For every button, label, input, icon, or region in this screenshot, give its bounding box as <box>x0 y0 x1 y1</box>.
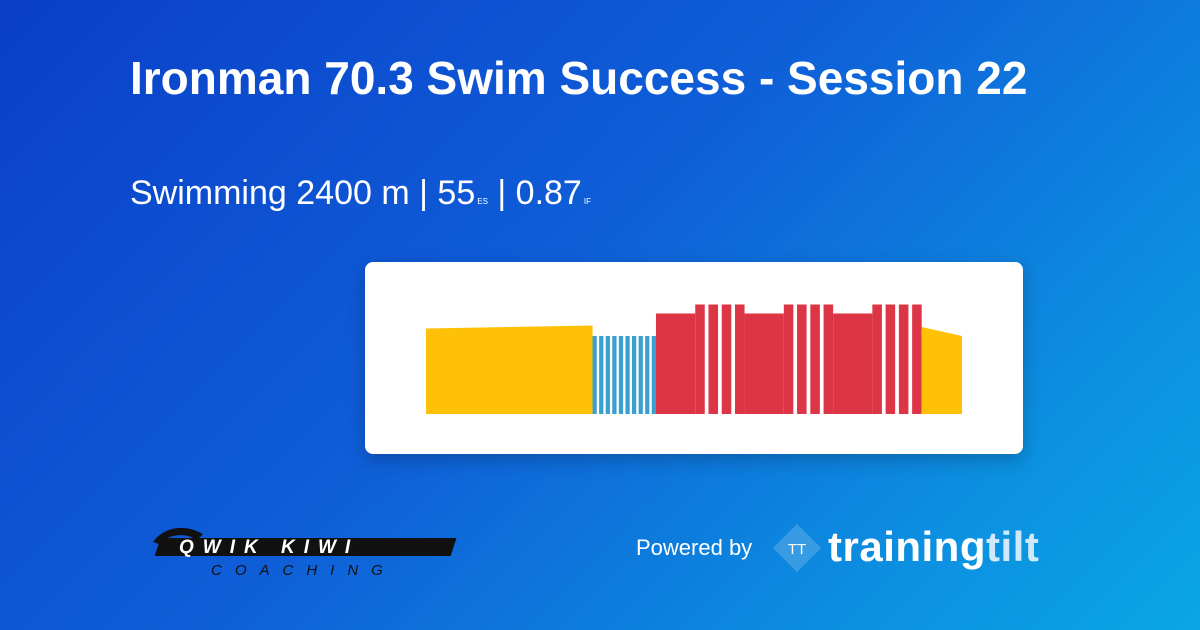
interval-bar-drill <box>618 336 624 414</box>
interval-bar-hard <box>898 304 909 414</box>
interval-bar-hard <box>833 313 873 414</box>
if-unit: IF <box>583 197 591 206</box>
es-value: 55 <box>437 174 476 212</box>
interval-bar-hard <box>721 304 732 414</box>
interval-bar-hard <box>823 304 834 414</box>
interval-bar-drill <box>645 336 650 414</box>
interval-bar-drill <box>592 336 597 414</box>
separator: | <box>497 174 507 212</box>
separator: | <box>419 174 428 212</box>
trainingtilt-logo[interactable]: trainingtilt <box>828 520 1039 574</box>
powered-by-label: Powered by <box>636 535 753 560</box>
kiwi-bird-icon <box>153 527 203 544</box>
workout-profile-card <box>365 262 1023 454</box>
logo-line1: QWIK KIWI <box>179 537 359 558</box>
interval-bar-hard <box>783 304 794 414</box>
logo-line2: COACHING <box>211 562 396 579</box>
interval-bar-warm <box>426 325 593 414</box>
interval-bar-hard <box>872 304 882 414</box>
workout-summary: Swimming 2400 m | 55 ES | 0.87 IF <box>130 170 591 225</box>
trainingtilt-diamond-icon: TT <box>773 524 821 572</box>
interval-bar-hard <box>695 304 705 414</box>
brand-word-tilt: tilt <box>986 523 1040 570</box>
brand-word-training: training <box>828 523 986 570</box>
workout-title: Ironman 70.3 Swim Success - Session 22 <box>130 52 1028 104</box>
workout-profile-chart <box>426 304 962 414</box>
interval-bar-warm <box>921 327 962 414</box>
es-unit: ES <box>477 197 488 206</box>
interval-bar-drill <box>631 336 637 414</box>
interval-bar-hard <box>655 313 696 414</box>
interval-bar-hard <box>912 304 922 414</box>
interval-bar-drill <box>651 336 656 414</box>
sport-distance: Swimming 2400 m <box>130 174 410 212</box>
interval-bar-drill <box>612 336 617 414</box>
interval-bar-drill <box>599 336 604 414</box>
interval-bar-hard <box>744 313 784 414</box>
interval-bar-hard <box>885 304 896 414</box>
interval-bar-hard <box>708 304 719 414</box>
interval-bar-hard <box>734 304 745 414</box>
interval-bar-drill <box>638 336 643 414</box>
if-value: 0.87 <box>515 174 582 212</box>
interval-bar-drill <box>625 336 630 414</box>
brand-mark-text: TT <box>788 541 806 558</box>
qwik-kiwi-logo: QWIK KIWI COACHING <box>153 527 457 579</box>
interval-bar-drill <box>605 336 610 414</box>
interval-bar-hard <box>797 304 807 414</box>
interval-bar-hard <box>810 304 820 414</box>
